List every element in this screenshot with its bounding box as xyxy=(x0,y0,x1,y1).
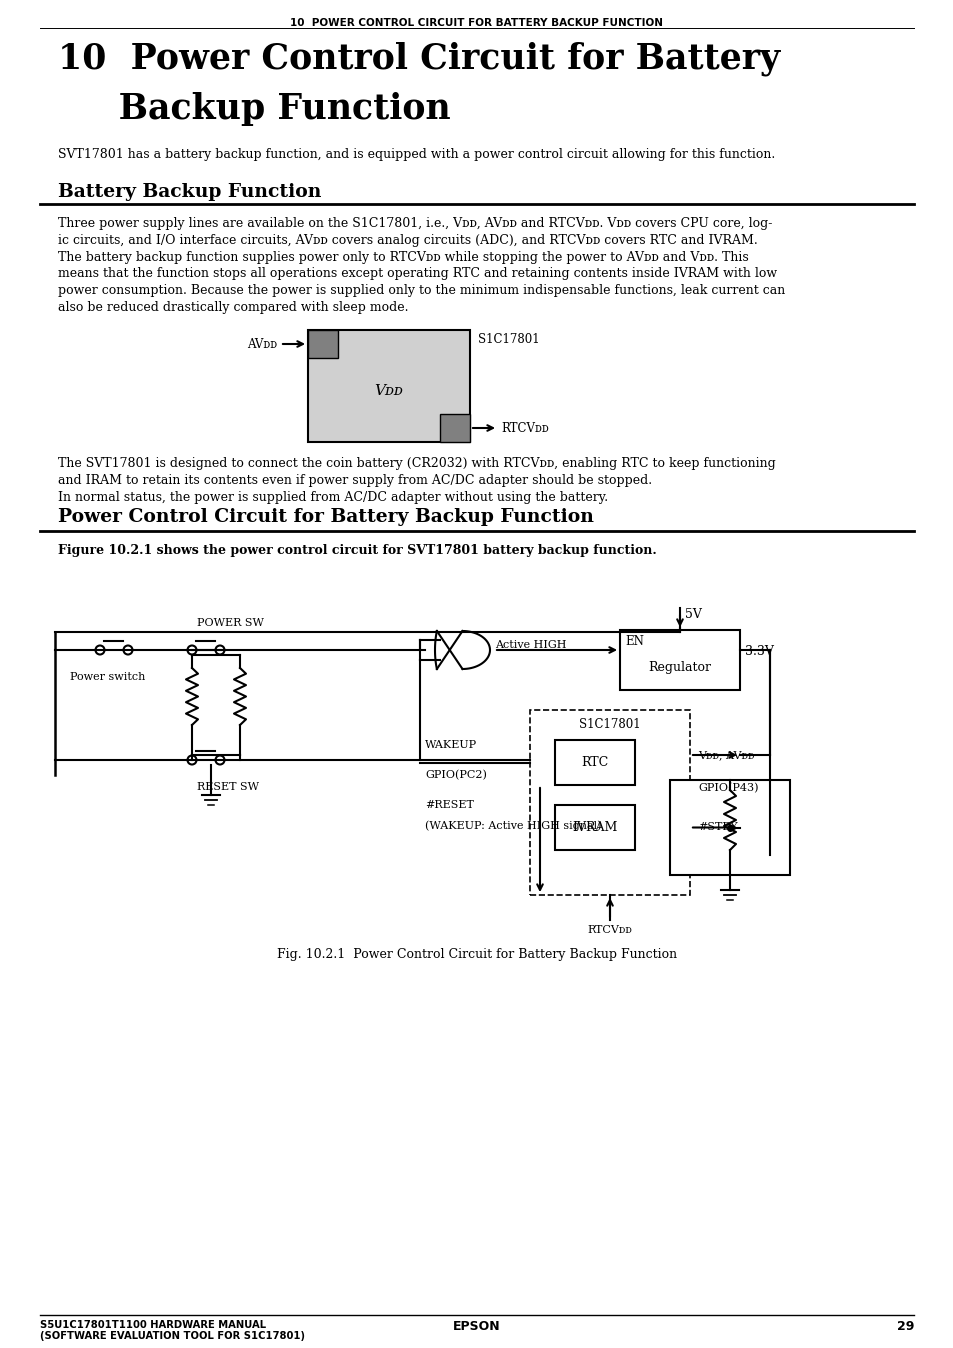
Text: #RESET: #RESET xyxy=(424,799,474,810)
Text: Vᴅᴅ, AVᴅᴅ: Vᴅᴅ, AVᴅᴅ xyxy=(698,749,754,760)
Bar xyxy=(555,805,635,851)
Text: 29: 29 xyxy=(896,1320,913,1333)
Text: GPIO(P43): GPIO(P43) xyxy=(698,783,758,793)
Bar xyxy=(555,740,635,785)
Text: Power Control Circuit for Battery Backup Function: Power Control Circuit for Battery Backup… xyxy=(58,508,594,526)
Text: S1C17801: S1C17801 xyxy=(578,717,640,731)
Text: #STBY: #STBY xyxy=(698,822,737,833)
Text: IVRAM: IVRAM xyxy=(572,821,617,834)
Text: Power switch: Power switch xyxy=(70,673,145,682)
Text: 3.3V: 3.3V xyxy=(744,644,773,658)
Text: RESET SW: RESET SW xyxy=(196,782,258,793)
Bar xyxy=(669,780,789,875)
Bar xyxy=(439,414,470,442)
Text: 10  POWER CONTROL CIRCUIT FOR BATTERY BACKUP FUNCTION: 10 POWER CONTROL CIRCUIT FOR BATTERY BAC… xyxy=(291,18,662,28)
Text: S5U1C17801T1100 HARDWARE MANUAL: S5U1C17801T1100 HARDWARE MANUAL xyxy=(40,1320,266,1330)
Bar xyxy=(530,710,689,895)
Text: EPSON: EPSON xyxy=(453,1320,500,1333)
Text: POWER SW: POWER SW xyxy=(196,617,264,628)
Text: RTCVᴅᴅ: RTCVᴅᴅ xyxy=(587,925,632,936)
Text: AVᴅᴅ: AVᴅᴅ xyxy=(247,337,276,350)
Text: (SOFTWARE EVALUATION TOOL FOR S1C17801): (SOFTWARE EVALUATION TOOL FOR S1C17801) xyxy=(40,1330,305,1341)
Text: Regulator: Regulator xyxy=(648,662,711,674)
Bar xyxy=(308,330,337,359)
Text: power consumption. Because the power is supplied only to the minimum indispensab: power consumption. Because the power is … xyxy=(58,284,784,297)
Text: SVT17801 has a battery backup function, and is equipped with a power control cir: SVT17801 has a battery backup function, … xyxy=(58,148,775,160)
Text: means that the function stops all operations except operating RTC and retaining : means that the function stops all operat… xyxy=(58,267,777,280)
Text: 10  Power Control Circuit for Battery: 10 Power Control Circuit for Battery xyxy=(58,42,780,77)
Text: The SVT17801 is designed to connect the coin battery (CR2032) with RTCVᴅᴅ, enabl: The SVT17801 is designed to connect the … xyxy=(58,457,775,470)
Text: GPIO(PC2): GPIO(PC2) xyxy=(424,770,486,780)
Text: Active HIGH: Active HIGH xyxy=(495,640,566,650)
Text: Figure 10.2.1 shows the power control circuit for SVT17801 battery backup functi: Figure 10.2.1 shows the power control ci… xyxy=(58,545,656,557)
Text: In normal status, the power is supplied from AC/DC adapter without using the bat: In normal status, the power is supplied … xyxy=(58,491,607,504)
Text: 5V: 5V xyxy=(684,608,701,621)
Text: Backup Function: Backup Function xyxy=(58,92,450,125)
Text: S1C17801: S1C17801 xyxy=(477,333,539,346)
Text: and IRAM to retain its contents even if power supply from AC/DC adapter should b: and IRAM to retain its contents even if … xyxy=(58,473,652,487)
Text: Vᴅᴅ: Vᴅᴅ xyxy=(375,384,403,398)
Bar xyxy=(619,630,740,690)
Text: WAKEUP: WAKEUP xyxy=(424,740,476,751)
Text: RTC: RTC xyxy=(580,756,608,768)
Text: Battery Backup Function: Battery Backup Function xyxy=(58,183,321,201)
Text: RTCVᴅᴅ: RTCVᴅᴅ xyxy=(500,422,548,434)
Text: Three power supply lines are available on the S1C17801, i.e., Vᴅᴅ, AVᴅᴅ and RTCV: Three power supply lines are available o… xyxy=(58,217,772,231)
Text: Fig. 10.2.1  Power Control Circuit for Battery Backup Function: Fig. 10.2.1 Power Control Circuit for Ba… xyxy=(276,948,677,961)
Text: ic circuits, and I/O interface circuits, AVᴅᴅ covers analog circuits (ADC), and : ic circuits, and I/O interface circuits,… xyxy=(58,233,757,247)
Text: (WAKEUP: Active HIGH signal): (WAKEUP: Active HIGH signal) xyxy=(424,820,601,830)
Text: The battery backup function supplies power only to RTCVᴅᴅ while stopping the pow: The battery backup function supplies pow… xyxy=(58,251,748,264)
Text: EN: EN xyxy=(624,635,643,648)
Text: also be reduced drastically compared with sleep mode.: also be reduced drastically compared wit… xyxy=(58,301,408,314)
Bar xyxy=(308,330,470,442)
